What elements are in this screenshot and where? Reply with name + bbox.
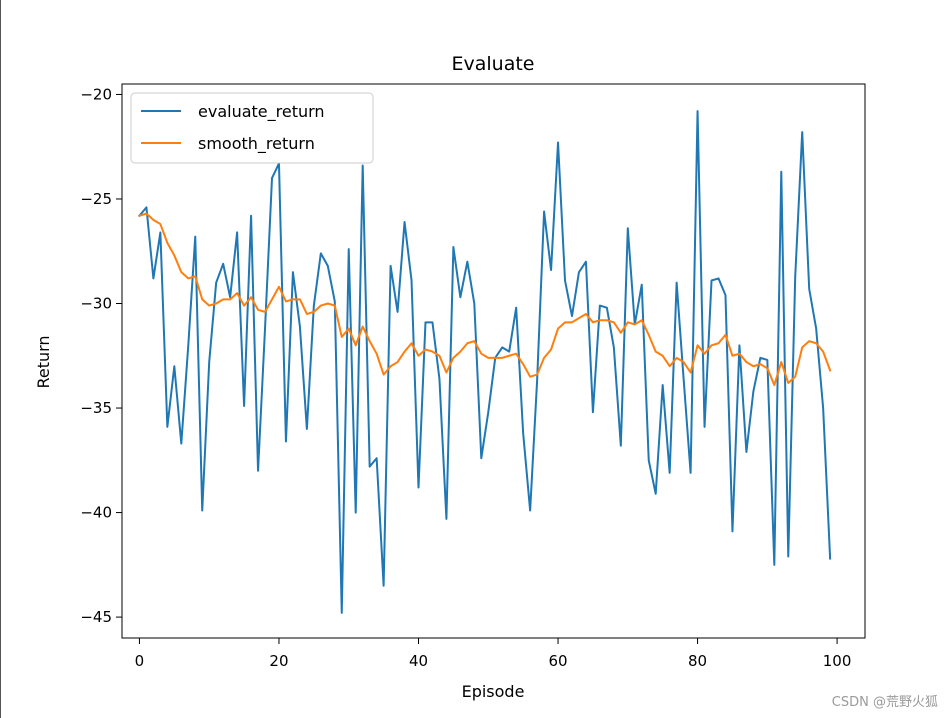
y-tick-label: −20 xyxy=(80,85,112,103)
legend-label-smooth-return: smooth_return xyxy=(198,134,315,154)
series-line-smooth-return xyxy=(138,212,832,387)
plot-frame xyxy=(121,83,866,639)
x-tick-label: 100 xyxy=(823,652,852,670)
legend: evaluate_return smooth_return xyxy=(130,92,374,164)
x-axis-label: Episode xyxy=(462,682,525,701)
y-tick-label: −30 xyxy=(80,295,112,313)
plot-area xyxy=(122,84,865,638)
x-tick-label: 20 xyxy=(269,652,288,670)
x-tick-label: 60 xyxy=(548,652,567,670)
series-line-evaluate-return xyxy=(138,110,832,614)
watermark: CSDN @荒野火狐 xyxy=(832,695,938,710)
legend-label-evaluate-return: evaluate_return xyxy=(198,102,325,122)
x-tick-label: 0 xyxy=(135,652,145,670)
y-tick-label: −25 xyxy=(80,190,112,208)
legend-box xyxy=(130,92,374,164)
x-tick-label: 40 xyxy=(409,652,428,670)
chart-title: Evaluate xyxy=(452,53,535,75)
y-axis-label: Return xyxy=(34,335,53,388)
x-tick-label: 80 xyxy=(688,652,707,670)
y-tick-label: −45 xyxy=(80,608,112,626)
y-tick-label: −40 xyxy=(80,504,112,522)
y-tick-label: −35 xyxy=(80,399,112,417)
